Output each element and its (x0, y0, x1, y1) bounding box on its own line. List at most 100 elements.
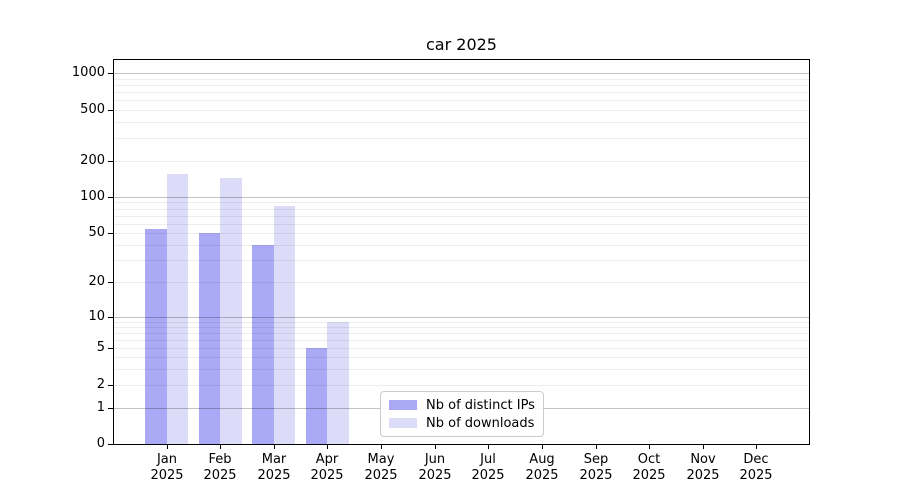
y-gridline-minor (114, 357, 809, 358)
bar-distinct-ips-jan (145, 229, 167, 444)
y-tick-mark (108, 197, 113, 198)
x-tick-mark (435, 445, 436, 449)
x-tick-year: 2025 (310, 468, 344, 483)
y-tick-mark (108, 444, 113, 445)
x-tick-mark (756, 445, 757, 449)
x-tick-label-feb: Feb 2025 (188, 452, 252, 484)
y-gridline-minor (114, 369, 809, 370)
y-gridline-minor (114, 79, 809, 80)
x-tick-label-oct: Oct 2025 (617, 452, 681, 484)
y-tick-label: 20 (88, 274, 105, 289)
x-tick-month: Nov (690, 452, 716, 467)
bar-distinct-ips-apr (305, 348, 328, 444)
y-tick-mark (108, 282, 113, 283)
y-gridline-minor (114, 340, 809, 341)
y-tick-label: 500 (80, 102, 105, 117)
x-tick-month: Mar (261, 452, 287, 467)
y-tick-label: 0 (96, 436, 105, 451)
x-tick-label-mar: Mar 2025 (242, 452, 306, 484)
x-tick-month: May (367, 452, 395, 467)
y-gridline-minor (114, 85, 809, 86)
y-gridline-minor (114, 260, 809, 261)
y-gridline-minor (114, 322, 809, 323)
x-tick-month: Aug (529, 452, 555, 467)
legend: Nb of distinct IPs Nb of downloads (380, 391, 544, 437)
x-tick-month: Jun (424, 452, 446, 467)
y-gridline-minor (114, 202, 809, 203)
bar-downloads-mar (273, 206, 296, 444)
x-tick-year: 2025 (150, 468, 184, 483)
x-tick-month: Jan (156, 452, 178, 467)
x-tick-mark (488, 445, 489, 449)
x-tick-label-sep: Sep 2025 (564, 452, 628, 484)
x-tick-year: 2025 (739, 468, 773, 483)
y-tick-label: 1000 (71, 65, 105, 80)
x-tick-mark (274, 445, 275, 449)
x-tick-month: Jul (480, 452, 496, 467)
x-tick-year: 2025 (364, 468, 398, 483)
y-tick-label: 100 (80, 189, 105, 204)
y-tick-label: 200 (80, 153, 105, 168)
legend-label-downloads: Nb of downloads (426, 415, 535, 431)
x-tick-label-apr: Apr 2025 (295, 452, 359, 484)
y-tick-label: 10 (88, 309, 105, 324)
y-tick-label: 50 (88, 225, 105, 240)
x-tick-label-jan: Jan 2025 (135, 452, 199, 484)
y-gridline-minor (114, 233, 809, 234)
y-gridline-minor (114, 122, 809, 123)
y-gridline-minor (114, 224, 809, 225)
y-tick-label: 2 (96, 377, 105, 392)
y-tick-label: 5 (96, 340, 105, 355)
x-tick-month: Apr (315, 452, 339, 467)
x-tick-month: Oct (637, 452, 661, 467)
y-gridline-minor (114, 100, 809, 101)
x-tick-year: 2025 (525, 468, 559, 483)
x-tick-year: 2025 (471, 468, 505, 483)
y-tick-mark (108, 317, 113, 318)
x-tick-year: 2025 (418, 468, 452, 483)
y-gridline-minor (114, 92, 809, 93)
x-tick-mark (542, 445, 543, 449)
y-gridline-minor (114, 245, 809, 246)
x-tick-label-aug: Aug 2025 (510, 452, 574, 484)
chart-title: car 2025 (426, 35, 497, 54)
y-tick-label: 1 (96, 400, 105, 415)
bar-downloads-apr (327, 321, 349, 444)
x-tick-mark (220, 445, 221, 449)
y-gridline-minor (114, 385, 809, 386)
bar-distinct-ips-mar (252, 244, 274, 444)
y-tick-mark (108, 110, 113, 111)
x-tick-year: 2025 (579, 468, 613, 483)
y-gridline-minor (114, 216, 809, 217)
y-tick-mark (108, 408, 113, 409)
bar-distinct-ips-feb (198, 233, 221, 444)
y-gridline-minor (114, 348, 809, 349)
x-tick-mark (703, 445, 704, 449)
y-gridline-major (114, 73, 809, 74)
y-tick-mark (108, 348, 113, 349)
legend-label-distinct-ips: Nb of distinct IPs (426, 397, 535, 413)
x-tick-month: Sep (583, 452, 609, 467)
legend-swatch-downloads (389, 418, 417, 428)
bar-downloads-jan (166, 174, 189, 444)
x-tick-year: 2025 (203, 468, 237, 483)
x-tick-label-dec: Dec 2025 (724, 452, 788, 484)
bar-downloads-feb (220, 177, 242, 444)
x-tick-year: 2025 (257, 468, 291, 483)
x-tick-mark (381, 445, 382, 449)
x-tick-mark (327, 445, 328, 449)
x-tick-label-jul: Jul 2025 (456, 452, 520, 484)
y-gridline-major (114, 197, 809, 198)
y-gridline-major (114, 317, 809, 318)
y-tick-mark (108, 233, 113, 234)
x-tick-year: 2025 (686, 468, 720, 483)
x-tick-month: Dec (743, 452, 769, 467)
x-tick-label-jun: Jun 2025 (403, 452, 467, 484)
x-tick-mark (596, 445, 597, 449)
y-gridline-minor (114, 282, 809, 283)
x-tick-mark (167, 445, 168, 449)
y-tick-mark (108, 385, 113, 386)
y-gridline-minor (114, 110, 809, 111)
x-tick-mark (649, 445, 650, 449)
